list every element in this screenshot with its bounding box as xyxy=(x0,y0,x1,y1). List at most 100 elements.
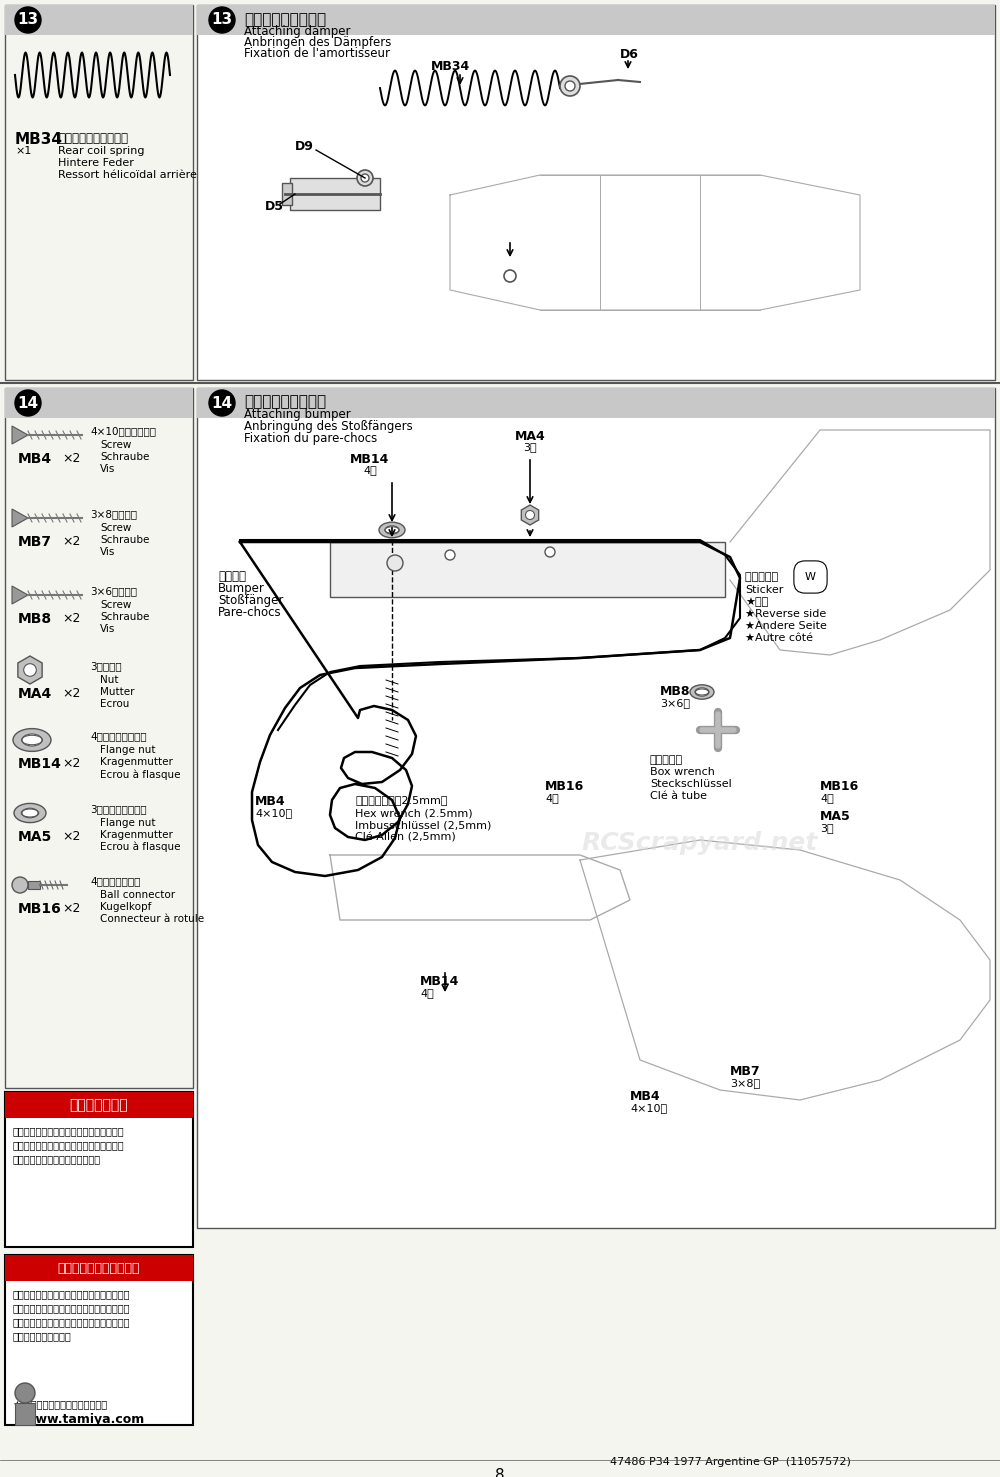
Text: MB34: MB34 xyxy=(430,61,470,72)
Text: Rear coil spring: Rear coil spring xyxy=(58,146,144,157)
Bar xyxy=(197,4,995,380)
Bar xyxy=(15,1403,35,1425)
Text: Stoßfänger: Stoßfänger xyxy=(218,594,283,607)
Text: MB4: MB4 xyxy=(630,1090,661,1103)
Text: 3×8㎜皿ビス: 3×8㎜皿ビス xyxy=(90,510,137,518)
Polygon shape xyxy=(18,656,42,684)
Text: Kragenmutter: Kragenmutter xyxy=(100,830,173,840)
Text: MB7: MB7 xyxy=(730,1065,761,1078)
Text: ★Autre côté: ★Autre côté xyxy=(745,634,813,642)
Ellipse shape xyxy=(22,808,38,818)
Text: Mutter: Mutter xyxy=(100,687,134,697)
Text: ダンパーの取り付け: ダンパーの取り付け xyxy=(244,12,326,27)
Text: 4㎜: 4㎜ xyxy=(820,793,834,803)
Text: MB4: MB4 xyxy=(255,795,286,808)
Text: 3×6㎜: 3×6㎜ xyxy=(660,699,690,707)
Circle shape xyxy=(560,75,580,96)
Text: Hex wrench (2.5mm): Hex wrench (2.5mm) xyxy=(355,808,473,818)
Text: Screw: Screw xyxy=(100,440,131,450)
Circle shape xyxy=(24,663,36,676)
Text: 4㎜: 4㎜ xyxy=(363,465,377,476)
Text: Pare-chocs: Pare-chocs xyxy=(218,606,282,619)
Ellipse shape xyxy=(14,803,46,823)
Bar xyxy=(5,1255,193,1281)
Circle shape xyxy=(545,546,555,557)
Text: Schraube: Schraube xyxy=(100,611,149,622)
Text: ×1: ×1 xyxy=(15,146,31,157)
Bar xyxy=(5,1092,193,1118)
Text: 多くの人に読まれています。詳しくはお近く: 多くの人に読まれています。詳しくはお近く xyxy=(13,1303,130,1313)
Text: 3㎜: 3㎜ xyxy=(820,823,834,833)
Text: MA5: MA5 xyxy=(820,809,851,823)
Text: 4×10㎜: 4×10㎜ xyxy=(255,808,292,818)
Text: MA4: MA4 xyxy=(515,430,545,443)
Text: ×2: ×2 xyxy=(62,687,80,700)
Bar xyxy=(197,4,995,35)
Text: 4㎜: 4㎜ xyxy=(420,988,434,998)
Text: Flange nut: Flange nut xyxy=(100,744,156,755)
Polygon shape xyxy=(12,425,28,445)
Ellipse shape xyxy=(379,523,405,538)
Text: Connecteur à rotule: Connecteur à rotule xyxy=(100,914,204,925)
Text: 4㎜フランジナット: 4㎜フランジナット xyxy=(90,731,147,741)
Polygon shape xyxy=(521,505,539,524)
Text: 4×10㎜: 4×10㎜ xyxy=(630,1103,667,1114)
Bar xyxy=(330,542,725,597)
Circle shape xyxy=(504,270,516,282)
Bar xyxy=(5,388,193,1089)
Text: Bumper: Bumper xyxy=(218,582,265,595)
Text: 3㎜: 3㎜ xyxy=(523,442,537,452)
Circle shape xyxy=(209,390,235,417)
Text: Kragenmutter: Kragenmutter xyxy=(100,758,173,767)
Polygon shape xyxy=(12,510,28,527)
Text: バンパー: バンパー xyxy=(218,570,246,583)
Circle shape xyxy=(361,174,369,182)
Text: Schraube: Schraube xyxy=(100,452,149,462)
Text: スケールモデルを中心に揃えたタミヤカタ: スケールモデルを中心に揃えたタミヤカタ xyxy=(13,1125,125,1136)
Ellipse shape xyxy=(22,734,42,746)
Text: RCScrapyard.net: RCScrapyard.net xyxy=(582,832,818,855)
Text: ★Reverse side: ★Reverse side xyxy=(745,609,826,619)
Text: Schraube: Schraube xyxy=(100,535,149,545)
Ellipse shape xyxy=(385,526,399,535)
Circle shape xyxy=(445,549,455,560)
Text: Ball connector: Ball connector xyxy=(100,891,175,899)
Text: Clé à tube: Clé à tube xyxy=(650,792,707,801)
Text: ★表面: ★表面 xyxy=(745,597,768,607)
Text: 8: 8 xyxy=(495,1468,505,1477)
Text: Clé Allen (2,5mm): Clé Allen (2,5mm) xyxy=(355,832,456,842)
Text: MB16: MB16 xyxy=(18,902,62,916)
Text: 4㎜ピローボール: 4㎜ピローボール xyxy=(90,876,140,886)
Text: ×2: ×2 xyxy=(62,758,80,770)
Circle shape xyxy=(387,555,403,572)
Text: タミヤニュースはモデル作りの情報誌として: タミヤニュースはモデル作りの情報誌として xyxy=(13,1289,130,1298)
Text: 六角棒レンチ（2.5mm）: 六角棒レンチ（2.5mm） xyxy=(355,795,448,805)
Bar xyxy=(5,4,193,380)
Text: の模型店でお確かめ下さい。また、より詳細: の模型店でお確かめ下さい。また、より詳細 xyxy=(13,1317,130,1326)
Circle shape xyxy=(565,81,575,92)
Text: MA4: MA4 xyxy=(18,687,52,702)
Text: 13: 13 xyxy=(211,12,233,28)
Text: 47486 P34 1977 Argentine GP  (11057572): 47486 P34 1977 Argentine GP (11057572) xyxy=(610,1456,851,1467)
Text: MB4: MB4 xyxy=(18,452,52,467)
Circle shape xyxy=(12,877,28,894)
Text: タミヤニュースを読もう: タミヤニュースを読もう xyxy=(58,1261,140,1275)
Bar xyxy=(282,183,292,205)
Text: Nut: Nut xyxy=(100,675,119,685)
Text: リヤコイルスプリング: リヤコイルスプリング xyxy=(58,131,128,145)
Bar xyxy=(5,4,193,35)
Circle shape xyxy=(209,7,235,32)
Text: バンパーの取り付け: バンパーの取り付け xyxy=(244,394,326,409)
Circle shape xyxy=(15,1382,35,1403)
Text: 3×6㎜皿ビス: 3×6㎜皿ビス xyxy=(90,586,137,597)
Text: MA5: MA5 xyxy=(18,830,52,843)
Text: 14: 14 xyxy=(211,396,233,411)
Bar xyxy=(5,1092,193,1247)
Text: MB8: MB8 xyxy=(18,611,52,626)
Text: Ressort hélicoïdal arrière: Ressort hélicoïdal arrière xyxy=(58,170,197,180)
Text: 3×8㎜: 3×8㎜ xyxy=(730,1078,760,1089)
Text: タミヤカタログ: タミヤカタログ xyxy=(70,1097,128,1112)
Text: 13: 13 xyxy=(17,12,39,28)
Text: D6: D6 xyxy=(620,47,639,61)
Circle shape xyxy=(15,7,41,32)
